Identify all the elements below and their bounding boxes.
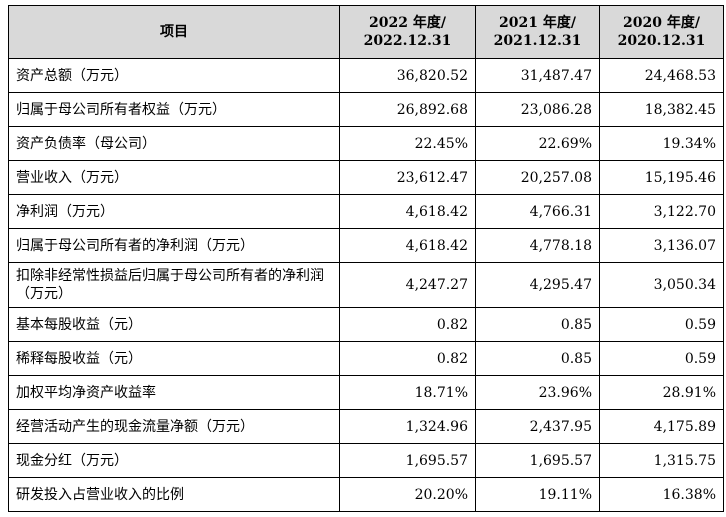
value-2022: 18.71% [339, 375, 476, 410]
table-row: 研发投入占营业收入的比例 20.20% 19.11% 16.38% [8, 477, 724, 512]
row-label: 加权平均净资产收益率 [8, 375, 340, 410]
table-row: 资产总额（万元） 36,820.52 31,487.47 24,468.53 [8, 58, 724, 93]
header-2021-date: 2021.12.31 [493, 33, 582, 49]
value-2022: 0.82 [339, 307, 476, 342]
value-2020: 18,382.45 [599, 92, 724, 127]
value-2020: 1,315.75 [599, 443, 724, 478]
value-2021: 1,695.57 [475, 443, 600, 478]
value-2021: 20,257.08 [475, 160, 600, 195]
value-2021: 23.96% [475, 375, 600, 410]
value-2020: 24,468.53 [599, 58, 724, 93]
table-row: 净利润（万元） 4,618.42 4,766.31 3,122.70 [8, 194, 724, 229]
row-label: 基本每股收益（元） [8, 307, 340, 342]
header-2021: 2021 年度/ 2021.12.31 [475, 5, 600, 59]
header-item: 项目 [8, 5, 340, 59]
row-label: 稀释每股收益（元） [8, 341, 340, 376]
header-2020-period: 2020 年度/ [623, 15, 700, 31]
value-2022: 22.45% [339, 126, 476, 161]
header-2022-period: 2022 年度/ [369, 15, 446, 31]
header-2020: 2020 年度/ 2020.12.31 [599, 5, 724, 59]
value-2020: 19.34% [599, 126, 724, 161]
row-label: 经营活动产生的现金流量净额（万元） [8, 409, 340, 444]
value-2021: 4,778.18 [475, 228, 600, 263]
row-label: 扣除非经常性损益后归属于母公司所有者的净利润（万元） [8, 262, 340, 308]
value-2020: 0.59 [599, 341, 724, 376]
value-2021: 0.85 [475, 307, 600, 342]
value-2020: 3,136.07 [599, 228, 724, 263]
value-2022: 1,695.57 [339, 443, 476, 478]
table-row: 现金分红（万元） 1,695.57 1,695.57 1,315.75 [8, 443, 724, 478]
table-row: 加权平均净资产收益率 18.71% 23.96% 28.91% [8, 375, 724, 410]
value-2022: 0.82 [339, 341, 476, 376]
value-2022: 4,247.27 [339, 262, 476, 308]
value-2020: 3,122.70 [599, 194, 724, 229]
value-2021: 19.11% [475, 477, 600, 512]
row-label: 资产总额（万元） [8, 58, 340, 93]
table-row: 营业收入（万元） 23,612.47 20,257.08 15,195.46 [8, 160, 724, 195]
header-2021-period: 2021 年度/ [499, 15, 576, 31]
table-body: 资产总额（万元） 36,820.52 31,487.47 24,468.53 归… [8, 58, 724, 512]
header-2022: 2022 年度/ 2022.12.31 [339, 5, 476, 59]
value-2022: 4,618.42 [339, 228, 476, 263]
row-label: 现金分红（万元） [8, 443, 340, 478]
value-2021: 22.69% [475, 126, 600, 161]
value-2022: 23,612.47 [339, 160, 476, 195]
value-2020: 0.59 [599, 307, 724, 342]
value-2021: 2,437.95 [475, 409, 600, 444]
header-2020-date: 2020.12.31 [617, 33, 706, 49]
row-label: 净利润（万元） [8, 194, 340, 229]
table-row: 经营活动产生的现金流量净额（万元） 1,324.96 2,437.95 4,17… [8, 409, 724, 444]
row-label: 归属于母公司所有者的净利润（万元） [8, 228, 340, 263]
value-2022: 26,892.68 [339, 92, 476, 127]
value-2021: 23,086.28 [475, 92, 600, 127]
value-2022: 36,820.52 [339, 58, 476, 93]
header-2022-date: 2022.12.31 [363, 33, 452, 49]
value-2021: 4,295.47 [475, 262, 600, 308]
table-row: 基本每股收益（元） 0.82 0.85 0.59 [8, 307, 724, 342]
row-label: 营业收入（万元） [8, 160, 340, 195]
value-2022: 1,324.96 [339, 409, 476, 444]
value-2020: 28.91% [599, 375, 724, 410]
value-2021: 4,766.31 [475, 194, 600, 229]
value-2020: 16.38% [599, 477, 724, 512]
row-label: 资产负债率（母公司） [8, 126, 340, 161]
table-row: 资产负债率（母公司） 22.45% 22.69% 19.34% [8, 126, 724, 161]
row-label: 归属于母公司所有者权益（万元） [8, 92, 340, 127]
value-2021: 31,487.47 [475, 58, 600, 93]
table-row: 扣除非经常性损益后归属于母公司所有者的净利润（万元） 4,247.27 4,29… [8, 262, 724, 308]
table-row: 归属于母公司所有者权益（万元） 26,892.68 23,086.28 18,3… [8, 92, 724, 127]
row-label: 研发投入占营业收入的比例 [8, 477, 340, 512]
value-2020: 15,195.46 [599, 160, 724, 195]
value-2020: 4,175.89 [599, 409, 724, 444]
financial-indicators-table: 项目 2022 年度/ 2022.12.31 2021 年度/ 2021.12.… [8, 5, 724, 512]
value-2021: 0.85 [475, 341, 600, 376]
table-row: 稀释每股收益（元） 0.82 0.85 0.59 [8, 341, 724, 376]
value-2022: 20.20% [339, 477, 476, 512]
header-row: 项目 2022 年度/ 2022.12.31 2021 年度/ 2021.12.… [8, 5, 724, 59]
table-header: 项目 2022 年度/ 2022.12.31 2021 年度/ 2021.12.… [8, 5, 724, 59]
value-2022: 4,618.42 [339, 194, 476, 229]
value-2020: 3,050.34 [599, 262, 724, 308]
table-row: 归属于母公司所有者的净利润（万元） 4,618.42 4,778.18 3,13… [8, 228, 724, 263]
